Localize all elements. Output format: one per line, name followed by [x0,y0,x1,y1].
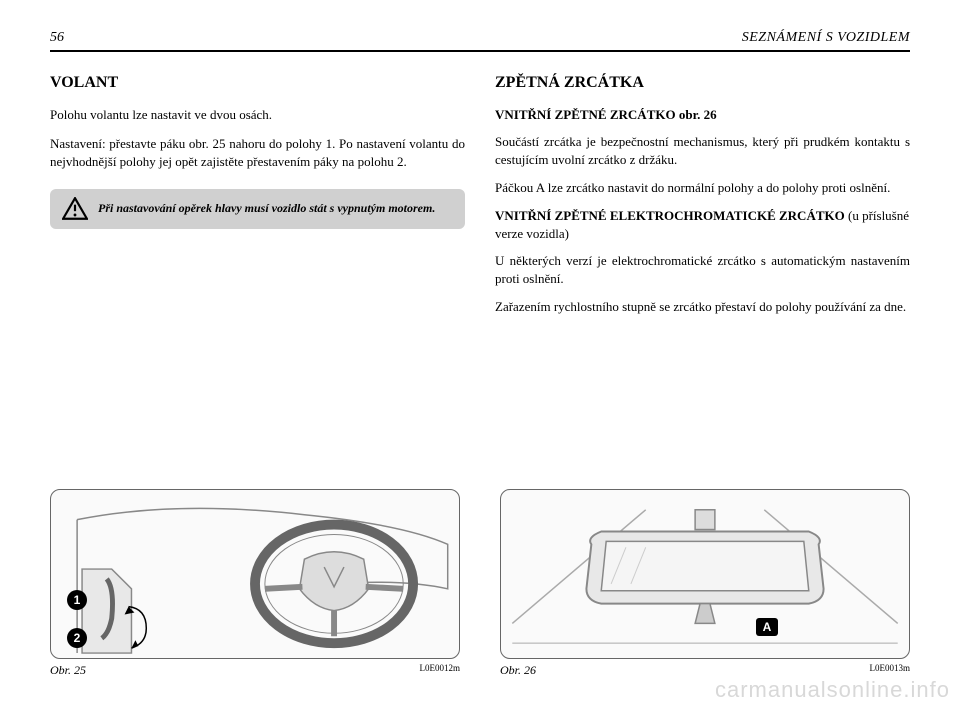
figure-25-code: L0E0012m [420,663,461,678]
figure-25: 1 2 Obr. 25 L0E0012m [50,489,460,678]
right-column: ZPĚTNÁ ZRCÁTKA VNITŘNÍ ZPĚTNÉ ZRCÁTKO ob… [495,72,910,326]
zrcatka-heading: ZPĚTNÁ ZRCÁTKA [495,72,910,94]
warning-box: Při nastavování opěrek hlavy musí vozidl… [50,189,465,229]
volant-para2: Nastavení: přestavte páku obr. 25 nahoru… [50,135,465,171]
page-number: 56 [50,30,64,46]
volant-para1: Polohu volantu lze nastavit ve dvou osác… [50,106,465,124]
warning-text: Při nastavování opěrek hlavy musí vozidl… [98,201,435,217]
steering-wheel-illustration [51,490,459,658]
volant-heading: VOLANT [50,72,465,94]
figure-26-illustration: A [500,489,910,659]
figure-26-caption-row: Obr. 26 L0E0013m [500,663,910,678]
elektro-heading-main: VNITŘNÍ ZPĚTNÉ ELEKTROCHROMATICKÉ ZRCÁTK… [495,208,845,223]
section-title: SEZNÁMENÍ S VOZIDLEM [742,30,910,46]
mirror-illustration [501,490,909,658]
vnitrni-zrcatko-para2: Páčkou A lze zrcátko nastavit do normáln… [495,179,910,197]
watermark: carmanualsonline.info [715,677,950,703]
figures-row: 1 2 Obr. 25 L0E0012m [50,489,910,678]
callout-2: 2 [67,628,87,648]
figure-25-illustration: 1 2 [50,489,460,659]
elektro-para2: Zařazením rychlostního stupně se zrcátko… [495,298,910,316]
callout-a: A [756,618,778,636]
figure-25-caption: Obr. 25 [50,663,86,678]
vnitrni-zrcatko-heading: VNITŘNÍ ZPĚTNÉ ZRCÁTKO obr. 26 [495,106,910,124]
figure-26-caption: Obr. 26 [500,663,536,678]
warning-triangle-icon [62,197,88,221]
vnitrni-zrcatko-para1: Součástí zrcátka je bezpečnostní mechani… [495,133,910,169]
callout-1: 1 [67,590,87,610]
figure-25-caption-row: Obr. 25 L0E0012m [50,663,460,678]
content-area: VOLANT Polohu volantu lze nastavit ve dv… [50,72,910,326]
elektro-para1: U některých verzí je elektrochromatické … [495,252,910,288]
left-column: VOLANT Polohu volantu lze nastavit ve dv… [50,72,465,326]
elektrochromaticke-heading: VNITŘNÍ ZPĚTNÉ ELEKTROCHROMATICKÉ ZRCÁTK… [495,207,910,243]
figure-26: A Obr. 26 L0E0013m [500,489,910,678]
figure-26-code: L0E0013m [870,663,911,678]
page-header: 56 SEZNÁMENÍ S VOZIDLEM [50,30,910,52]
